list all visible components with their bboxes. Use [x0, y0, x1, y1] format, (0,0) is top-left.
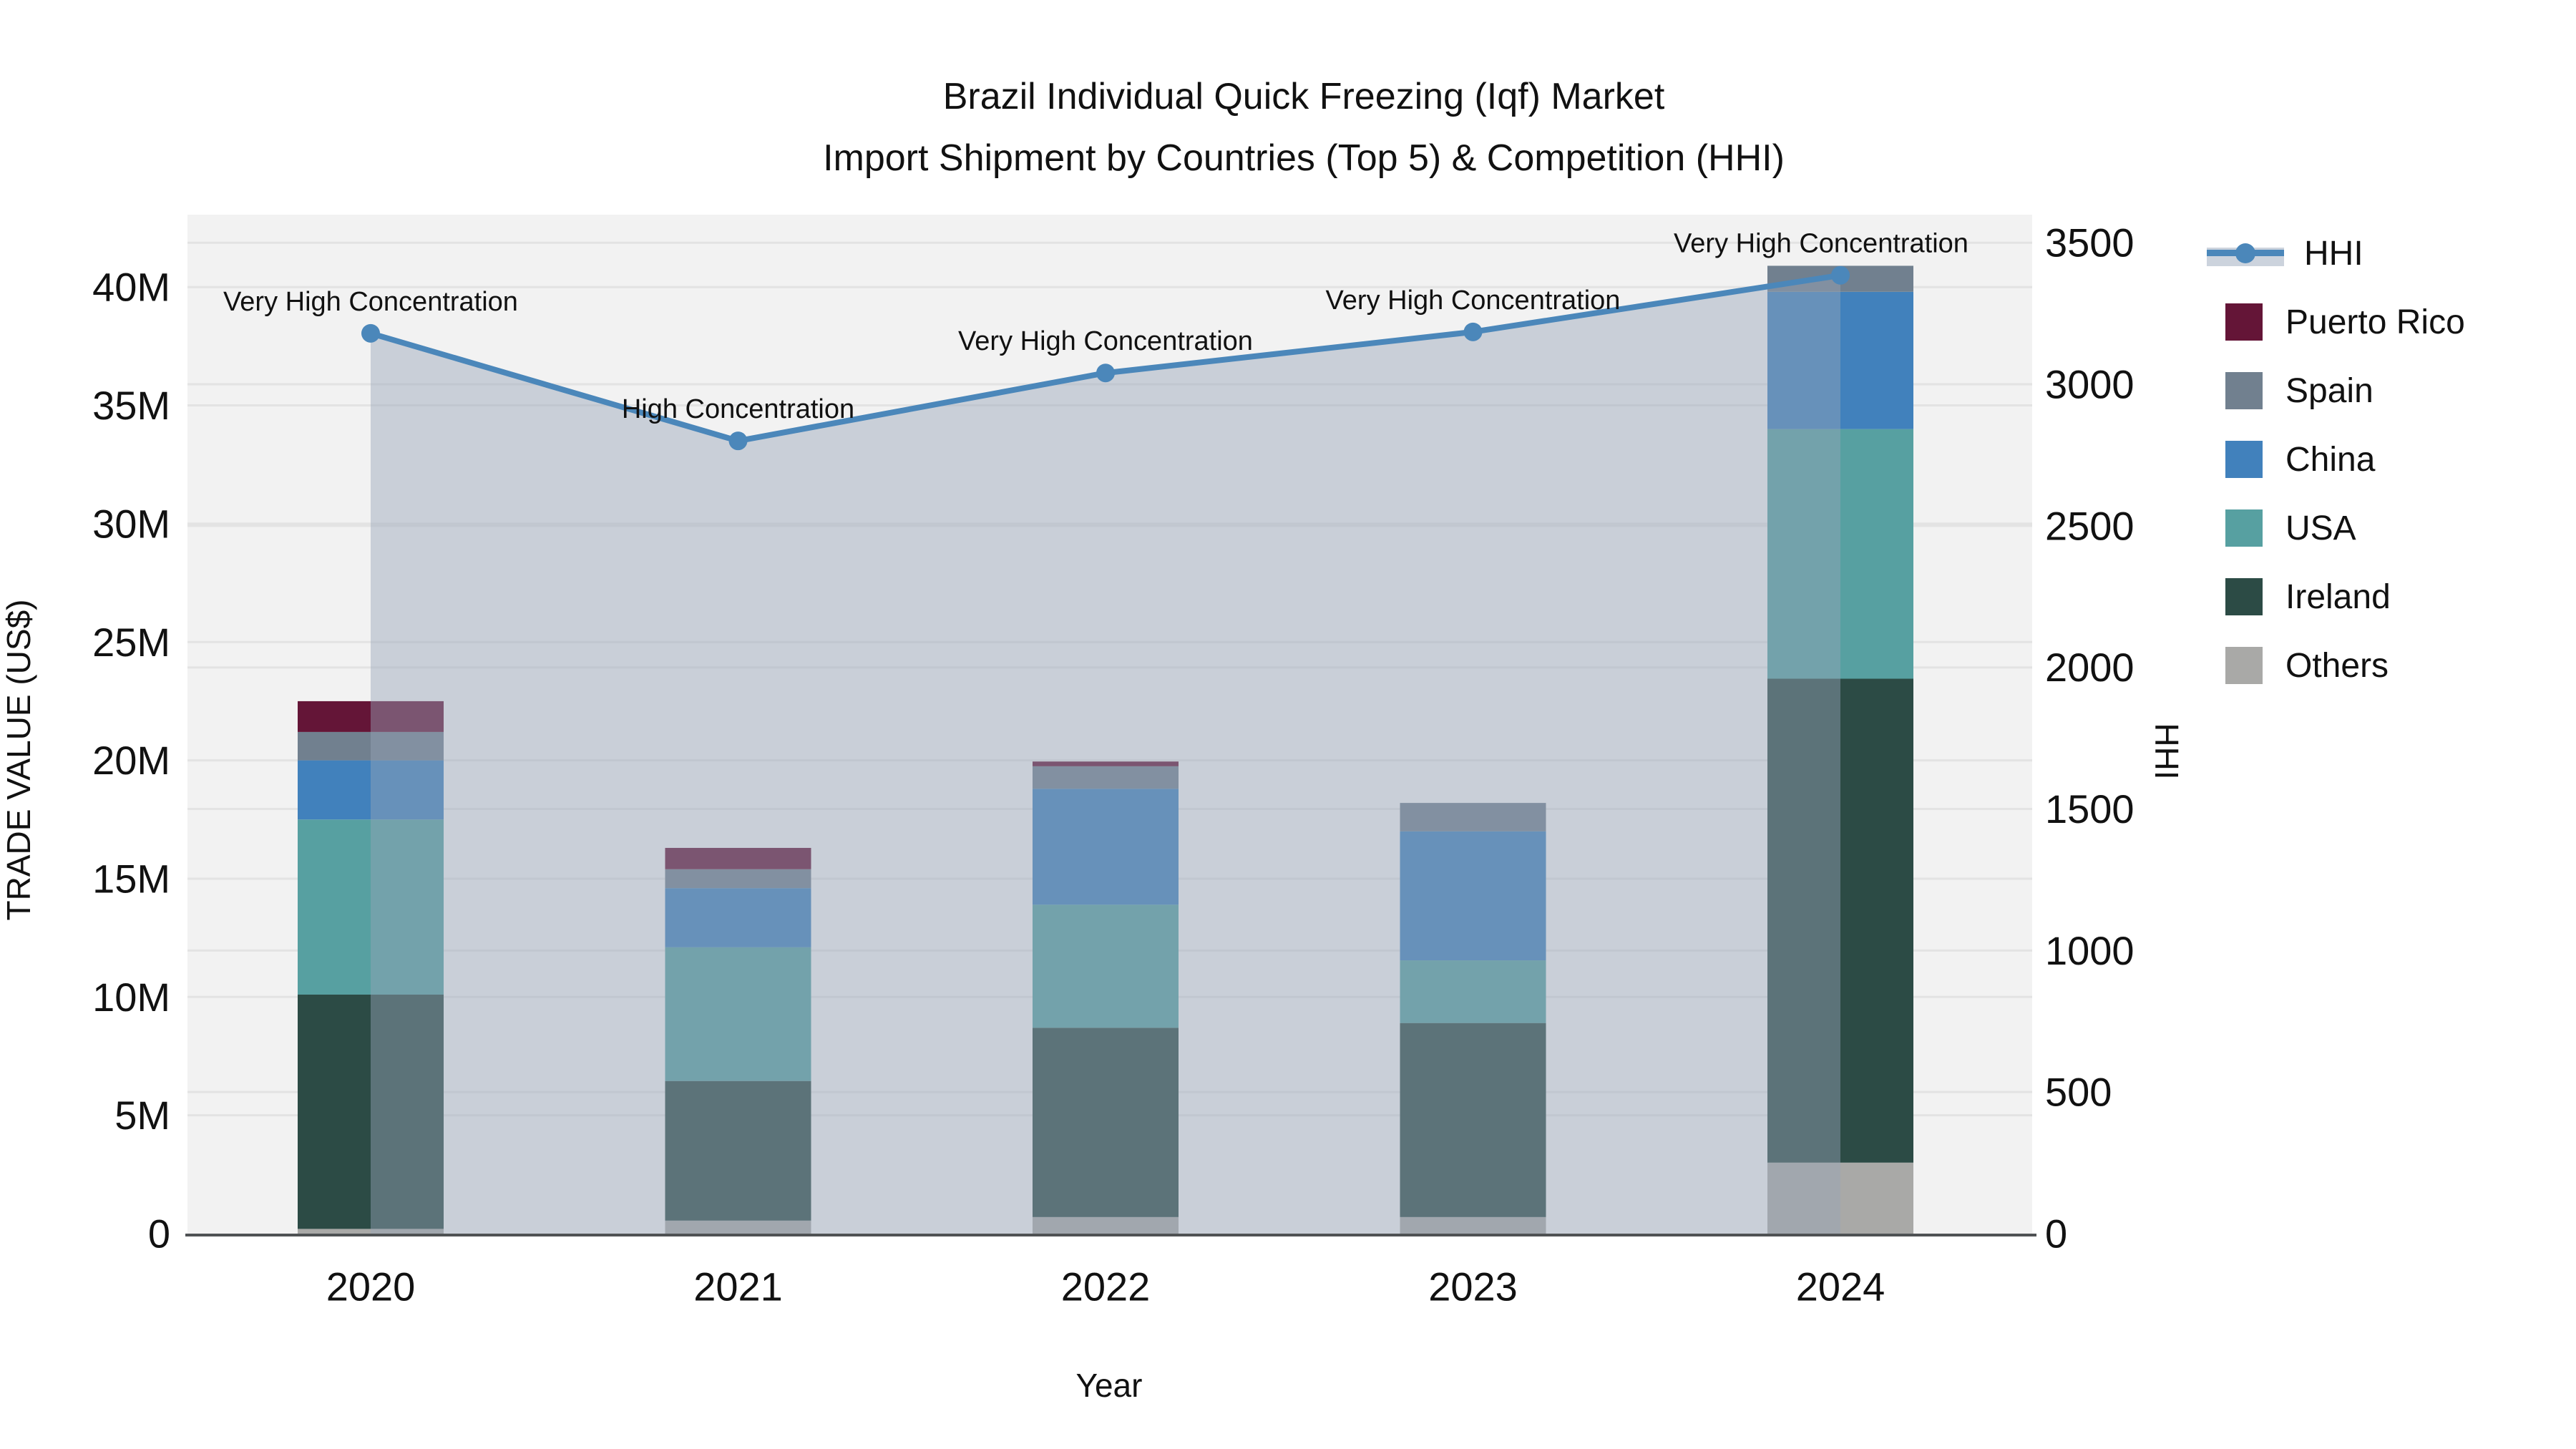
legend: HHI Puerto Rico Spain China USA Ireland Others — [2207, 219, 2565, 700]
right-tick-1500: 1500 — [2045, 786, 2135, 831]
legend-swatch-icon — [2225, 372, 2263, 409]
bar-segment-2023-spain — [1400, 803, 1546, 831]
hhi-marker-2024 — [1831, 265, 1850, 285]
bar-segment-2021-puerto-rico — [665, 847, 811, 869]
bar-segment-2024-china — [1767, 291, 1913, 429]
legend-swatch-icon — [2225, 441, 2263, 478]
legend-label: Others — [2285, 646, 2389, 685]
x-tick-2023: 2023 — [1428, 1264, 1518, 1309]
bar-segment-2022-others — [1033, 1216, 1179, 1234]
right-tick-3000: 3000 — [2045, 362, 2135, 407]
right-tick-500: 500 — [2045, 1070, 2112, 1115]
legend-label: Puerto Rico — [2285, 303, 2465, 341]
legend-item-hhi[interactable]: HHI — [2207, 219, 2565, 288]
chart-title-line2: Import Shipment by Countries (Top 5) & C… — [823, 137, 1785, 179]
bar-segment-2022-usa — [1033, 904, 1179, 1028]
legend-item-china[interactable]: China — [2207, 425, 2565, 494]
left-tick-35M: 35M — [92, 383, 170, 428]
chart-title-line1: Brazil Individual Quick Freezing (Iqf) M… — [943, 76, 1665, 117]
bar-segment-2023-china — [1400, 831, 1546, 961]
annotation-2020: Very High Concentration — [223, 287, 518, 317]
bar-segment-2021-china — [665, 888, 811, 947]
left-tick-5M: 5M — [114, 1093, 170, 1138]
bar-segment-2024-usa — [1767, 429, 1913, 679]
bar-segment-2020-usa — [298, 819, 444, 995]
hhi-line-swatch-icon — [2207, 235, 2284, 272]
legend-swatch-icon — [2225, 647, 2263, 684]
bar-segment-2020-china — [298, 760, 444, 820]
legend-label: Ireland — [2285, 577, 2391, 616]
annotation-2024: Very High Concentration — [1674, 229, 1968, 259]
x-tick-2021: 2021 — [693, 1264, 783, 1309]
right-tick-0: 0 — [2045, 1211, 2067, 1257]
annotation-2021: High Concentration — [622, 394, 854, 424]
hhi-marker-2022 — [1096, 364, 1115, 383]
x-tick-2022: 2022 — [1061, 1264, 1151, 1309]
bar-segment-2021-spain — [665, 869, 811, 889]
annotation-2022: Very High Concentration — [958, 326, 1253, 356]
legend-label: HHI — [2304, 234, 2363, 273]
hhi-marker-2020 — [361, 323, 380, 343]
bar-segment-2021-others — [665, 1220, 811, 1234]
bar-segment-2022-ireland — [1033, 1028, 1179, 1217]
hhi-area-fill — [371, 275, 1840, 1234]
right-tick-2500: 2500 — [2045, 503, 2135, 548]
bar-segment-2023-usa — [1400, 960, 1546, 1023]
hhi-marker-2021 — [728, 431, 748, 451]
bar-segment-2020-others — [298, 1229, 444, 1234]
bar-segment-2022-china — [1033, 789, 1179, 905]
legend-item-puerto-rico[interactable]: Puerto Rico — [2207, 288, 2565, 356]
right-axis-title: HHI — [2148, 723, 2185, 779]
left-tick-0: 0 — [148, 1211, 170, 1257]
bar-segment-2023-others — [1400, 1216, 1546, 1234]
bar-segment-2020-puerto-rico — [298, 701, 444, 732]
bar-segment-2024-others — [1767, 1162, 1913, 1234]
left-tick-25M: 25M — [92, 620, 170, 665]
bar-segment-2022-puerto-rico — [1033, 761, 1179, 766]
legend-item-spain[interactable]: Spain — [2207, 356, 2565, 425]
legend-label: USA — [2285, 509, 2356, 547]
bar-segment-2021-ireland — [665, 1080, 811, 1221]
left-tick-10M: 10M — [92, 975, 170, 1020]
bar-segment-2020-ireland — [298, 994, 444, 1229]
bar-segment-2021-usa — [665, 947, 811, 1081]
legend-label: China — [2285, 440, 2376, 479]
x-axis-title: Year — [1076, 1367, 1143, 1404]
legend-item-ireland[interactable]: Ireland — [2207, 562, 2565, 631]
bar-segment-2024-ireland — [1767, 678, 1913, 1163]
left-tick-30M: 30M — [92, 501, 170, 546]
bar-segment-2022-spain — [1033, 766, 1179, 789]
legend-item-usa[interactable]: USA — [2207, 494, 2565, 562]
x-tick-2024: 2024 — [1796, 1264, 1885, 1309]
legend-label: Spain — [2285, 371, 2373, 410]
legend-item-others[interactable]: Others — [2207, 631, 2565, 700]
annotation-2023: Very High Concentration — [1326, 286, 1621, 316]
legend-swatch-icon — [2225, 509, 2263, 547]
hhi-marker-2023 — [1463, 322, 1483, 341]
x-tick-2020: 2020 — [326, 1264, 416, 1309]
bar-segment-2020-spain — [298, 731, 444, 761]
plot-area: 0 5M 10M 15M 20M 25M 30M 35M 40M 0 500 1000 1500 2000… — [92, 215, 2135, 1309]
right-tick-3500: 3500 — [2045, 220, 2135, 265]
left-tick-15M: 15M — [92, 856, 170, 901]
right-tick-2000: 2000 — [2045, 645, 2135, 690]
left-axis-title: TRADE VALUE (US$) — [0, 599, 37, 920]
right-tick-1000: 1000 — [2045, 928, 2135, 973]
left-tick-20M: 20M — [92, 738, 170, 783]
legend-swatch-icon — [2225, 303, 2263, 341]
bar-segment-2023-ireland — [1400, 1023, 1546, 1217]
left-tick-40M: 40M — [92, 265, 170, 310]
legend-swatch-icon — [2225, 578, 2263, 615]
